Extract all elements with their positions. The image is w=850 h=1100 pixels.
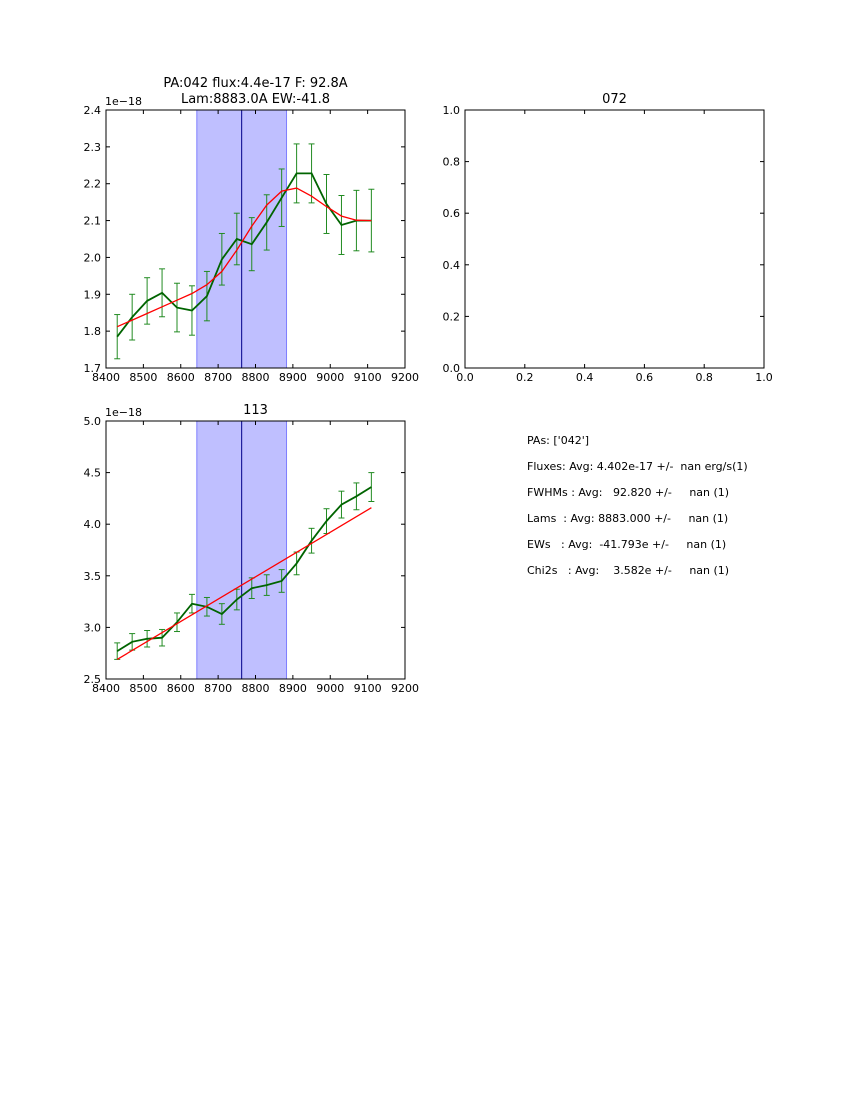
summary-fluxes: Fluxes: Avg: 4.402e-17 +/- nan erg/s(1) (527, 460, 748, 473)
y-tick-label: 4.5 (84, 467, 102, 480)
y-scale-label: 1e−18 (105, 406, 142, 419)
fit-series-line (116, 507, 372, 660)
x-tick-label: 8700 (204, 371, 232, 384)
y-tick-label: 0.6 (443, 207, 461, 220)
y-tick-label: 4.0 (84, 518, 102, 531)
chart-title: 113 (243, 403, 268, 418)
x-tick-label: 0.0 (456, 371, 474, 384)
x-tick-label: 0.8 (695, 371, 713, 384)
x-tick-label: 0.4 (576, 371, 594, 384)
y-tick-label: 2.0 (84, 251, 102, 264)
y-tick-label: 1.0 (443, 104, 461, 117)
chart-title: Lam:8883.0A EW:-41.8 (181, 92, 330, 107)
x-tick-label: 0.6 (636, 371, 654, 384)
x-tick-label: 8900 (279, 371, 307, 384)
summary-ews: EWs : Avg: -41.793e +/- nan (1) (527, 538, 727, 551)
x-tick-label: 8800 (242, 371, 270, 384)
y-tick-label: 0.4 (443, 259, 461, 272)
x-tick-label: 8400 (92, 371, 120, 384)
x-tick-label: 8500 (129, 371, 157, 384)
axes-frame (464, 109, 765, 369)
y-tick-label: 3.0 (84, 621, 102, 634)
y-tick-label: 1.8 (84, 325, 102, 338)
x-tick-label: 0.2 (516, 371, 534, 384)
chart-pa042: 8400 8500 8600 8700 8800 8900 9000 9100 9200 1.7 1… (84, 76, 420, 384)
fit-series-line (116, 187, 372, 328)
x-tick-label: 9000 (316, 682, 344, 695)
summary-lams: Lams : Avg: 8883.000 +/- nan (1) (527, 512, 729, 525)
y-tick-label: 2.4 (84, 104, 102, 117)
summary-pas: PAs: ['042'] (527, 434, 590, 447)
x-tick-label: 8800 (242, 682, 270, 695)
x-tick-label: 9000 (316, 371, 344, 384)
data-series-line (116, 486, 372, 652)
x-tick-label: 8400 (92, 682, 120, 695)
y-scale-label: 1e−18 (105, 95, 142, 108)
x-tick-label: 9100 (354, 682, 382, 695)
y-tick-label: 1.9 (84, 288, 102, 301)
y-tick-label: 0.2 (443, 310, 461, 323)
x-tick-label: 9200 (391, 371, 419, 384)
chart-pa072: 0.0 0.2 0.4 0.6 0.8 1.0 0.0 0.2 0.4 0.6 0.8 1.0 072 (443, 92, 773, 384)
x-tick-label: 8900 (279, 682, 307, 695)
y-tick-label: 1.7 (84, 362, 102, 375)
y-tick-label: 5.0 (84, 415, 102, 428)
chart-title: 072 (602, 92, 627, 107)
y-tick-label: 0.8 (443, 156, 461, 169)
y-tick-label: 3.5 (84, 570, 102, 583)
y-tick-label: 0.0 (443, 362, 461, 375)
chart-title: PA:042 flux:4.4e-17 F: 92.8A (163, 76, 347, 91)
y-tick-label: 2.1 (84, 215, 102, 228)
y-tick-label: 2.2 (84, 178, 102, 191)
x-tick-label: 8700 (204, 682, 232, 695)
x-tick-label: 9100 (354, 371, 382, 384)
summary-chi2s: Chi2s : Avg: 3.582e +/- nan (1) (527, 564, 730, 577)
x-tick-label: 8500 (129, 682, 157, 695)
chart-pa113: 8400 8500 8600 8700 8800 8900 9000 9100 9200 2.5 3… (84, 403, 420, 695)
y-tick-label: 2.3 (84, 141, 102, 154)
x-tick-label: 1.0 (755, 371, 773, 384)
y-tick-label: 2.5 (84, 673, 102, 686)
x-tick-label: 8600 (167, 371, 195, 384)
x-tick-label: 9200 (391, 682, 419, 695)
summary-fwhms: FWHMs : Avg: 92.820 +/- nan (1) (527, 486, 730, 499)
x-tick-label: 8600 (167, 682, 195, 695)
